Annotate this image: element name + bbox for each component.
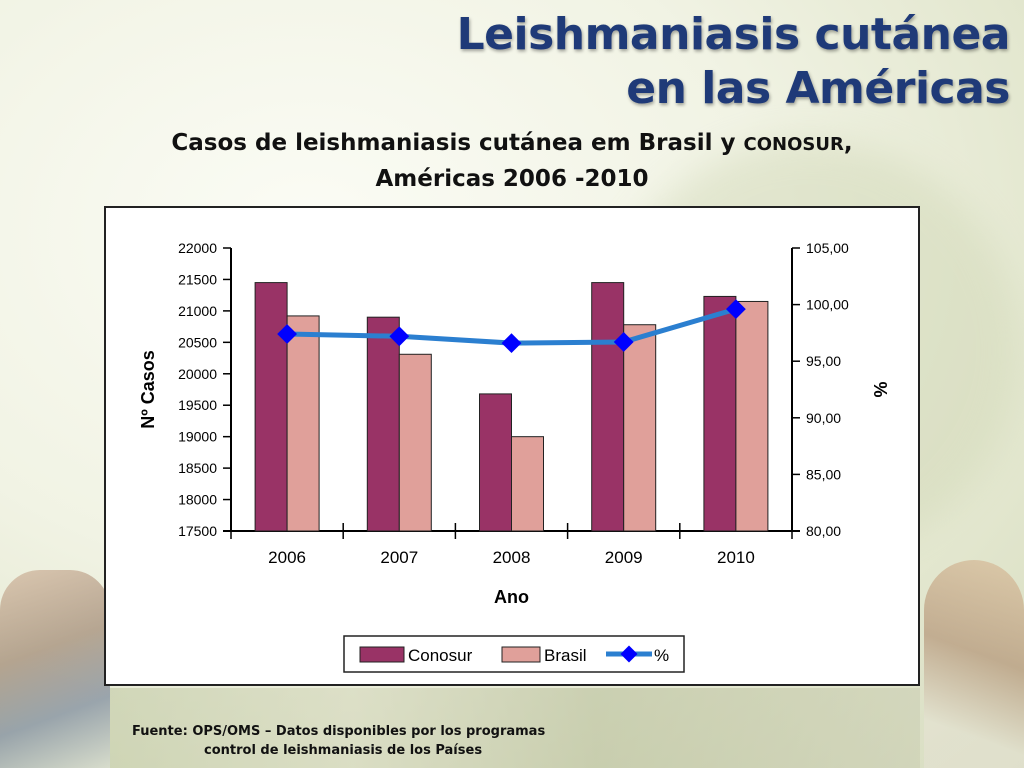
- y-tick-label-right: 90,00: [806, 410, 841, 426]
- y-tick-label-left: 20000: [178, 366, 217, 382]
- y-tick-label-left: 18500: [178, 460, 217, 476]
- y-tick-label-left: 22000: [178, 240, 217, 256]
- landscape-photo-bottom: [110, 688, 920, 768]
- bar-conosur: [591, 282, 625, 532]
- bar-conosur: [366, 316, 400, 532]
- subtitle-text-comma: ,: [843, 130, 853, 156]
- y-tick-label-left: 18000: [178, 492, 217, 508]
- legend-swatch-brasil: [501, 646, 541, 663]
- y-tick-label-left: 20500: [178, 334, 217, 350]
- chart-subtitle: Casos de leishmaniasis cutánea em Brasil…: [0, 126, 1024, 196]
- x-axis-label: Ano: [494, 587, 529, 607]
- y-axis-label-right: %: [870, 381, 890, 397]
- y-tick-label-right: 85,00: [806, 466, 841, 482]
- bar-conosur: [479, 393, 512, 532]
- source-line2: control de leishmaniasis de los Países: [204, 743, 483, 758]
- slide-title-line2: en las Américas: [626, 63, 1010, 114]
- bar-brasil: [286, 315, 320, 532]
- bar-conosur: [254, 282, 288, 532]
- y-tick-label-right: 80,00: [806, 523, 841, 539]
- y-tick-label-left: 21000: [178, 303, 217, 319]
- source-note: Fuente: OPS/OMS – Datos disponibles por …: [132, 722, 545, 760]
- y-tick-label-right: 100,00: [806, 297, 849, 313]
- x-tick-label: 2006: [268, 548, 306, 567]
- y-tick-label-left: 17500: [178, 523, 217, 539]
- y-tick-label-right: 95,00: [806, 353, 841, 369]
- slide-title-line1: Leishmaniasis cutánea: [456, 9, 1011, 60]
- legend-label-conosur: Conosur: [408, 646, 473, 665]
- percent-point: [277, 324, 297, 344]
- x-tick-label: 2008: [493, 548, 531, 567]
- x-tick-label: 2010: [717, 548, 755, 567]
- child-photo-left: [0, 570, 110, 768]
- subtitle-text-a: Casos de leishmaniasis cutánea em Brasil…: [171, 130, 744, 156]
- legend-swatch-conosur: [359, 646, 405, 663]
- subtitle-text-conosur: CONOSUR: [743, 134, 844, 155]
- bar-brasil: [511, 436, 544, 532]
- legend-swatch-percent-marker: [620, 645, 638, 663]
- y-tick-label-left: 19000: [178, 429, 217, 445]
- source-line1: Fuente: OPS/OMS – Datos disponibles por …: [132, 724, 546, 739]
- y-tick-label-left: 19500: [178, 397, 217, 413]
- x-tick-label: 2009: [605, 548, 643, 567]
- legend-label-percent: %: [654, 646, 669, 665]
- y-tick-label-left: 21500: [178, 271, 217, 287]
- bar-brasil: [398, 353, 432, 532]
- percent-point: [501, 333, 522, 353]
- bar-line-chart: 22000 21500 21000 20500 20000 19500 19000 18500…: [138, 240, 890, 673]
- x-tick-label: 2007: [380, 548, 418, 567]
- chart-frame: 22000 21500 21000 20500 20000 19500 19000 18500…: [104, 206, 920, 686]
- bar-brasil: [735, 300, 769, 532]
- slide-title: Leishmaniasis cutánea en las Américas: [456, 8, 1011, 116]
- y-axis-label-left: Nº Casos: [138, 350, 158, 429]
- child-photo-right: [924, 560, 1024, 768]
- bar-conosur: [703, 295, 737, 532]
- legend-label-brasil: Brasil: [544, 646, 587, 665]
- chart-subtitle-line1: Casos de leishmaniasis cutánea em Brasil…: [0, 126, 1024, 162]
- bar-brasil: [623, 324, 657, 532]
- chart-subtitle-line2: Américas 2006 -2010: [375, 166, 649, 192]
- y-tick-label-right: 105,00: [806, 240, 849, 256]
